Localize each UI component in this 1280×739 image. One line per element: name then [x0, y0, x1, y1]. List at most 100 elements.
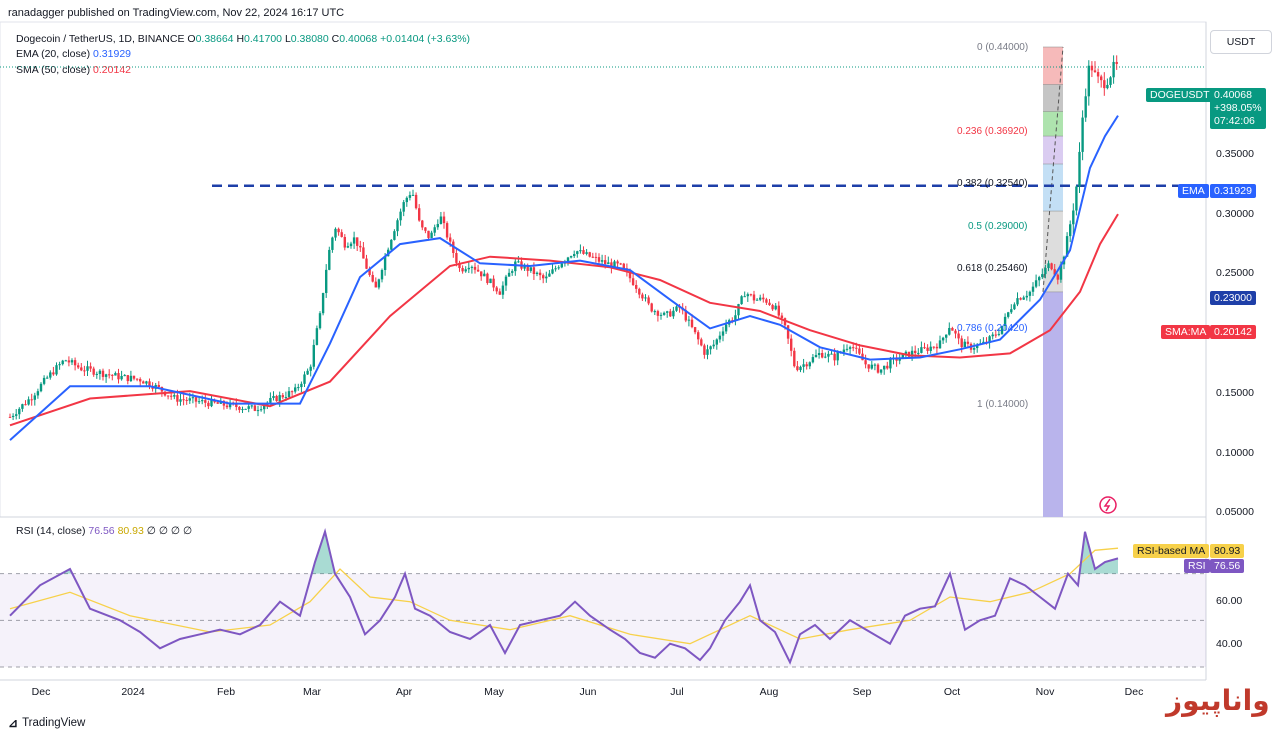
rsi-overbought-fill	[312, 531, 334, 574]
candle-body	[498, 291, 501, 295]
candle-body	[349, 243, 353, 247]
candle-body	[1016, 298, 1019, 305]
candle-body	[529, 267, 532, 271]
candle-body	[594, 256, 598, 258]
candle-body	[523, 265, 526, 269]
candle-body	[641, 294, 644, 299]
published-line: ranadagger published on TradingView.com,…	[8, 7, 345, 19]
candle-body	[644, 297, 647, 299]
candle-body	[991, 334, 994, 337]
rsi-line	[9, 528, 1119, 665]
candle-body	[774, 305, 777, 310]
candle-body	[879, 369, 883, 373]
candle-body	[948, 327, 951, 335]
candle-body	[247, 406, 250, 409]
candle-body	[253, 405, 257, 411]
candle-body	[752, 294, 756, 301]
candle-body	[842, 349, 846, 353]
candle-body	[706, 349, 709, 355]
candle-body	[241, 409, 244, 411]
candle-body	[414, 194, 418, 209]
y-tick: 0.15000	[1216, 387, 1254, 399]
candle-body	[104, 374, 108, 377]
x-tick: Feb	[216, 686, 236, 698]
candle-body	[588, 252, 591, 257]
candle-body	[166, 395, 170, 397]
candle-body	[197, 401, 201, 403]
candle-body	[997, 333, 1001, 335]
candle-body	[11, 415, 15, 417]
candle-body	[486, 273, 489, 284]
candle-body	[148, 381, 151, 387]
candle-body	[929, 346, 932, 351]
candle-body	[830, 353, 833, 355]
sma-tag-label: SMA:MA	[1161, 325, 1211, 339]
candle-body	[371, 274, 374, 282]
candle-body	[1065, 236, 1069, 257]
candle-body	[687, 319, 691, 321]
candle-body	[597, 257, 601, 262]
candle-body	[1112, 61, 1115, 78]
candle-body	[951, 327, 954, 331]
candle-body	[464, 269, 467, 272]
candle-body	[535, 272, 539, 275]
candle-body	[1106, 84, 1109, 89]
candle-body	[328, 249, 331, 270]
candle-body	[864, 360, 867, 365]
candle-body	[480, 271, 483, 277]
candle-body	[1100, 76, 1103, 81]
candle-body	[743, 296, 746, 298]
candle-body	[467, 267, 470, 270]
candle-body	[396, 220, 399, 232]
candle-body	[1010, 309, 1013, 313]
candle-body	[228, 402, 232, 408]
candle-body	[1025, 295, 1028, 298]
x-tick: Sep	[852, 686, 872, 698]
y-tick: 0.05000	[1216, 506, 1254, 518]
candle-body	[910, 350, 914, 357]
candle-body	[334, 228, 337, 238]
candle-body	[1053, 269, 1056, 275]
candle-body	[765, 299, 768, 303]
flash-icon-bolt	[1103, 498, 1111, 512]
candle-body	[238, 407, 241, 410]
candle-body	[315, 328, 319, 345]
candle-body	[504, 276, 508, 286]
candle-body	[427, 230, 430, 238]
currency-button[interactable]: USDT	[1210, 30, 1272, 54]
candle-body	[755, 299, 759, 301]
candle-body	[49, 372, 52, 378]
x-tick: Apr	[395, 686, 413, 698]
rsi-legend: RSI (14, close) 76.56 80.93 ∅ ∅ ∅ ∅	[16, 525, 192, 537]
x-tick: Jun	[579, 686, 597, 698]
candle-body	[821, 353, 824, 358]
candle-body	[24, 404, 27, 406]
candle-body	[666, 311, 669, 313]
candle-body	[1072, 210, 1075, 225]
candle-body	[647, 297, 650, 304]
sma-tag-value: 0.20142	[1210, 325, 1256, 339]
candle-body	[259, 409, 263, 411]
candle-body	[1069, 224, 1072, 237]
candle-body	[194, 397, 198, 402]
candle-body	[1007, 312, 1010, 317]
ohlc-high-label: H	[236, 33, 245, 45]
tradingview-logo[interactable]: ⊿ TradingView	[8, 716, 85, 730]
x-tick: Oct	[943, 686, 961, 698]
candle-body	[833, 353, 836, 361]
candle-body	[926, 347, 929, 351]
candle-body	[321, 293, 325, 314]
rsi-tag-label: RSI	[1184, 559, 1210, 573]
candle-body	[532, 267, 536, 275]
candle-body	[142, 381, 145, 384]
candle-body	[281, 395, 284, 398]
candle-body	[36, 391, 40, 396]
candle-body	[204, 400, 207, 403]
watermark-logo: واناپیوز	[1166, 684, 1270, 717]
candle-body	[1081, 117, 1084, 152]
candle-body	[92, 368, 95, 375]
flash-icon	[1099, 496, 1117, 514]
candle-body	[439, 216, 443, 224]
candle-body	[318, 313, 322, 329]
